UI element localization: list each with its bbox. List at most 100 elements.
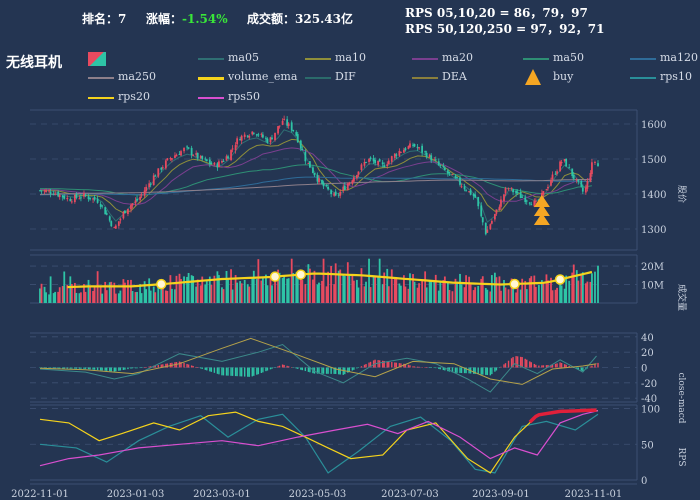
macd-histogram-bar: [92, 367, 94, 370]
volume-bar: [510, 278, 513, 303]
macd-histogram-bar: [442, 367, 445, 371]
candle-body: [446, 170, 449, 174]
y-tick-label: 100: [641, 405, 660, 416]
volume-bar: [287, 278, 290, 303]
volume-bar: [73, 282, 76, 303]
volume-bar: [119, 290, 122, 303]
macd-histogram-bar: [510, 358, 513, 368]
volume-bar: [178, 273, 181, 303]
volume-bar: [327, 271, 329, 303]
volume-bar: [296, 276, 299, 303]
macd-histogram-bar: [244, 367, 246, 377]
volume-bar: [486, 289, 489, 303]
macd-histogram-bar: [327, 367, 329, 374]
legend-label: buy: [553, 70, 574, 83]
macd-histogram-bar: [444, 367, 446, 371]
macd-histogram-bar: [201, 367, 203, 369]
candle-body: [337, 194, 340, 196]
macd-histogram-bar: [424, 367, 426, 368]
macd-histogram-bar: [322, 367, 325, 374]
candle-body: [395, 154, 398, 156]
candle-body: [183, 147, 185, 152]
volume-bar: [127, 280, 129, 303]
rps-short-text: RPS 05,10,20 = 86，79，97: [405, 6, 588, 20]
candle-body: [225, 156, 228, 161]
macd-histogram-bar: [451, 367, 454, 373]
macd-histogram-bar: [222, 367, 225, 376]
volume-bar: [500, 290, 502, 303]
macd-histogram-bar: [412, 366, 414, 368]
volume-bar: [260, 280, 263, 303]
macd-histogram-bar: [190, 365, 193, 368]
candle-body: [390, 156, 393, 162]
candle-body: [369, 157, 372, 160]
macd-histogram-bar: [43, 367, 46, 369]
stock-name: 无线耳机: [6, 55, 62, 71]
volume-bar: [43, 286, 46, 303]
macd-histogram-bar: [524, 358, 526, 368]
candle-body: [113, 227, 116, 229]
candle-body: [131, 203, 134, 206]
macd-histogram-bar: [463, 367, 466, 374]
candle-body: [290, 122, 293, 131]
candle-body: [486, 229, 489, 233]
volume-bar: [174, 289, 176, 303]
candle-body: [92, 198, 94, 200]
candle-body: [404, 148, 407, 151]
macd-histogram-bar: [338, 367, 340, 375]
macd-histogram-bar: [178, 361, 181, 368]
candle-body: [352, 177, 355, 182]
volume-bar: [134, 292, 137, 303]
candle-body: [565, 158, 568, 167]
macd-histogram-bar: [52, 367, 55, 369]
macd-histogram-bar: [206, 367, 208, 371]
volume-bar: [265, 274, 267, 303]
macd-histogram-bar: [554, 363, 557, 368]
legend-label: rps10: [660, 70, 692, 83]
candle-body: [568, 167, 571, 169]
candle-body: [351, 180, 354, 184]
macd-histogram-bar: [63, 367, 65, 369]
macd-histogram-bar: [301, 367, 304, 371]
macd-histogram-bar: [48, 367, 50, 369]
macd-histogram-bar: [210, 367, 213, 372]
macd-histogram-bar: [240, 367, 243, 377]
candle-body: [325, 184, 328, 187]
candle-body: [312, 167, 314, 173]
volume-bar: [343, 275, 346, 303]
volume-bar: [61, 286, 64, 303]
volume-bar: [516, 286, 519, 303]
candle-body: [124, 210, 126, 214]
macd-histogram-bar: [559, 362, 561, 368]
candle-body: [472, 193, 475, 197]
candle-body: [424, 151, 427, 153]
macd-histogram-bar: [533, 363, 536, 368]
legend-swatch: [88, 77, 114, 79]
volume-bar: [356, 279, 358, 303]
candle-body: [542, 191, 545, 195]
volume-bar: [148, 278, 151, 303]
volume-bar: [180, 278, 182, 303]
volume-bar: [469, 284, 472, 303]
macd-histogram-bar: [292, 367, 294, 368]
candle-body: [412, 144, 414, 146]
macd-histogram-bar: [104, 367, 106, 371]
macd-histogram-bar: [586, 367, 589, 369]
candle-body: [524, 197, 527, 203]
volume-bar: [152, 286, 155, 303]
candle-body: [530, 204, 533, 206]
volume-bar: [398, 283, 401, 303]
macd-histogram-bar: [160, 364, 163, 368]
volume-bar: [295, 272, 298, 303]
candle-body: [246, 135, 249, 137]
macd-histogram-bar: [313, 367, 316, 374]
rank-label-text: 排名：: [82, 12, 119, 26]
macd-histogram-bar: [318, 367, 320, 374]
volume-bar: [363, 286, 366, 303]
candle-body: [296, 134, 299, 143]
candle-body: [416, 146, 419, 149]
volume-bar: [321, 280, 323, 303]
candle-body: [346, 183, 349, 191]
y-tick-label: 10M: [641, 281, 664, 292]
macd-histogram-bar: [333, 367, 335, 374]
